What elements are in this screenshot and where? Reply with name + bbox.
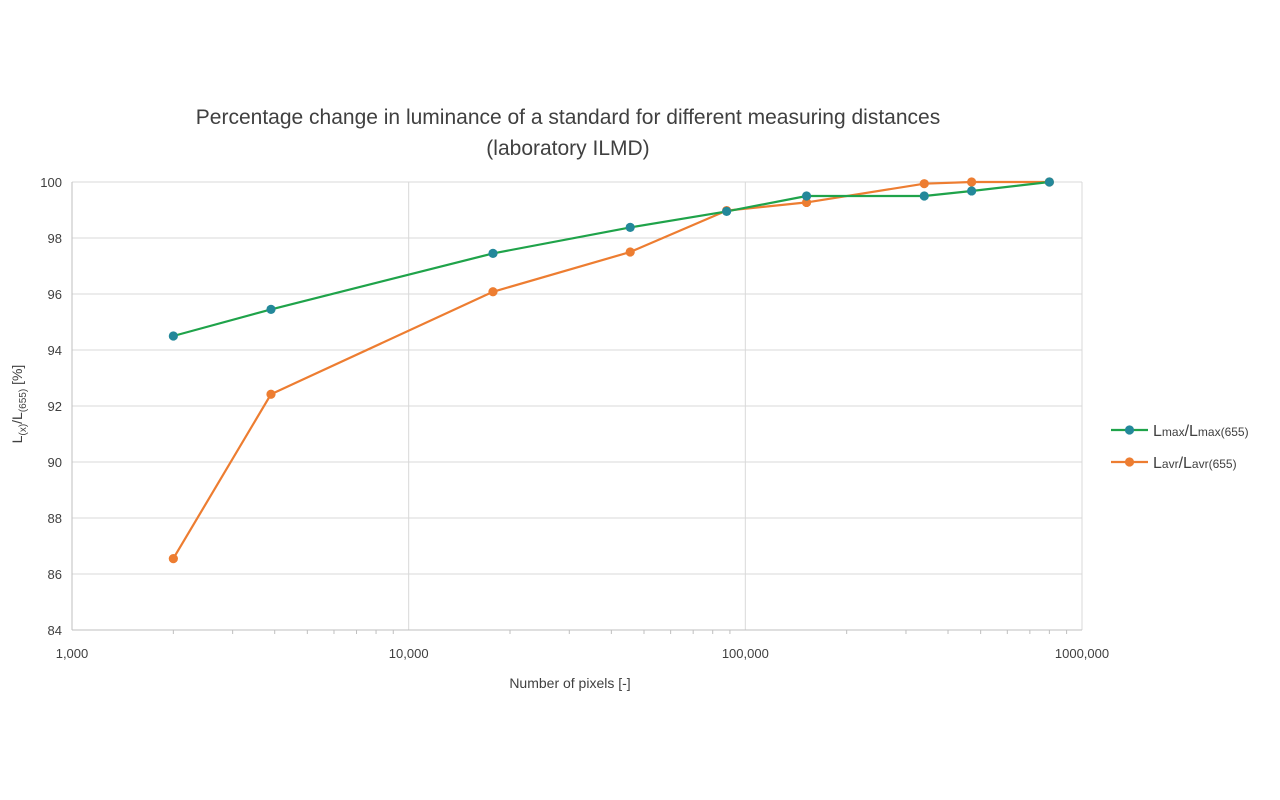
y-axis-title-slash: /L (9, 412, 25, 424)
x-tick-label: 10,000 (389, 646, 429, 661)
legend-lmax-a-sub: max (1162, 425, 1185, 439)
legend-lavr-a: L (1153, 455, 1162, 472)
series-1-point (801, 197, 812, 208)
legend-lavr-a-sub: avr (1162, 457, 1179, 471)
y-tick-label: 90 (48, 455, 62, 470)
x-tick-label: 1000,000 (1055, 646, 1109, 661)
legend-lavr-marker (1124, 457, 1135, 467)
legend-lmax-b-sub: max(655) (1198, 425, 1249, 439)
series-0-point (1044, 177, 1054, 187)
y-tick-label: 96 (48, 287, 62, 302)
legend-lavr-label: Lavr/Lavr(655) (1153, 455, 1237, 472)
chart-title-line-1: Percentage change in luminance of a stan… (195, 106, 941, 129)
series-1-point (168, 554, 178, 564)
y-axis-title-sub2: (655) (18, 389, 29, 412)
legend-lmax-marker (1124, 425, 1135, 435)
legend-item-lmax: Lmax/Lmax(655) (1111, 423, 1249, 440)
y-tick-label: 86 (48, 567, 62, 582)
legend-lavr-b-sub: avr(655) (1192, 457, 1237, 471)
legend: Lmax/Lmax(655) Lavr/Lavr(655) (1111, 423, 1249, 472)
chart-title: Percentage change in luminance of a stan… (60, 102, 1076, 164)
series-1-point (967, 177, 977, 187)
chart-title-line-2: (laboratory ILMD) (486, 137, 650, 160)
legend-lmax-slash: /L (1185, 423, 1198, 440)
legend-lmax-label: Lmax/Lmax(655) (1153, 423, 1249, 440)
series-1-point (488, 287, 498, 297)
y-tick-label: 94 (48, 343, 62, 358)
series-1-point (625, 247, 635, 257)
series-1-point (266, 389, 276, 399)
y-tick-label: 100 (40, 175, 62, 190)
series-0-point (168, 331, 178, 341)
tick-labels: 84 86 88 90 92 94 96 98 100 1,000 10,000 100,000 100… (40, 175, 1109, 661)
series-0-point (919, 191, 929, 201)
series-layer (168, 177, 1054, 564)
y-tick-label: 92 (48, 399, 62, 414)
legend-lavr-slash: /L (1179, 455, 1192, 472)
grid (71, 181, 1083, 634)
y-tick-label: 88 (48, 511, 62, 526)
y-axis-title-sub1: (x) (18, 424, 29, 436)
series-0-point (801, 191, 812, 201)
series-1-point (919, 179, 929, 189)
legend-item-lavr: Lavr/Lavr(655) (1111, 455, 1237, 472)
series-0-point (266, 304, 276, 314)
series-0-point (722, 206, 732, 216)
series-0-point (488, 248, 498, 258)
x-tick-label: 1,000 (56, 646, 89, 661)
x-axis-title: Number of pixels [-] (509, 675, 630, 691)
y-tick-label: 98 (48, 231, 62, 246)
y-axis-title-main: L (9, 435, 25, 443)
legend-lmax-a: L (1153, 423, 1162, 440)
series-0-point (625, 222, 635, 232)
x-tick-label: 100,000 (722, 646, 769, 661)
y-axis-title-unit: [%] (9, 365, 25, 389)
series-0-point (967, 186, 977, 196)
y-axis-title: L(x)/L(655) [%] (9, 365, 29, 444)
series-line-0 (173, 180, 1050, 338)
y-tick-label: 84 (48, 623, 62, 638)
